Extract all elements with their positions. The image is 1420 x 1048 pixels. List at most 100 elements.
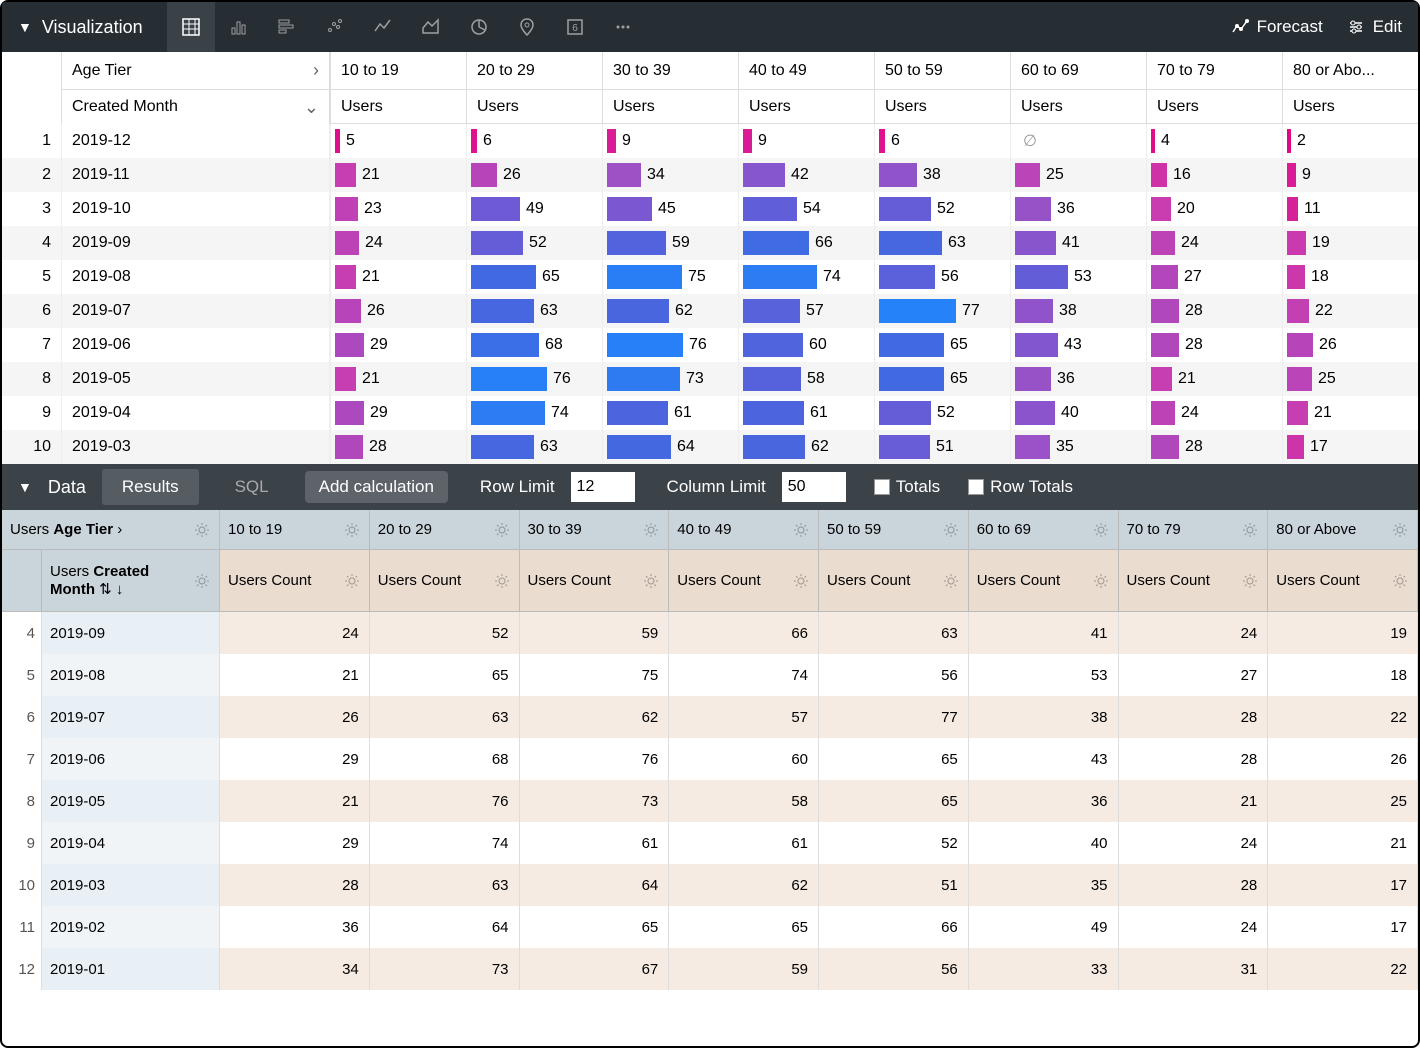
- viz-cell[interactable]: ∅: [1010, 124, 1146, 158]
- data-dimension-value[interactable]: 2019-05: [42, 780, 220, 822]
- data-cell[interactable]: 26: [1268, 738, 1418, 780]
- viz-cell[interactable]: 26: [330, 294, 466, 328]
- data-cell[interactable]: 38: [969, 696, 1119, 738]
- data-cell[interactable]: 22: [1268, 948, 1418, 990]
- viz-cell[interactable]: 77: [874, 294, 1010, 328]
- data-cell[interactable]: 29: [220, 738, 370, 780]
- viz-col-header[interactable]: 80 or Abo...: [1283, 52, 1418, 90]
- viz-cell[interactable]: 6: [466, 124, 602, 158]
- data-dimension-value[interactable]: 2019-02: [42, 906, 220, 948]
- data-dimension-value[interactable]: 2019-06: [42, 738, 220, 780]
- viz-cell[interactable]: 62: [602, 294, 738, 328]
- viz-cell[interactable]: 21: [1146, 362, 1282, 396]
- viz-cell[interactable]: 25: [1010, 158, 1146, 192]
- gear-icon[interactable]: [942, 572, 960, 590]
- gear-icon[interactable]: [343, 521, 361, 539]
- data-cell[interactable]: 43: [969, 738, 1119, 780]
- viz-type-column[interactable]: [215, 2, 263, 52]
- data-dimension-value[interactable]: 2019-08: [42, 654, 220, 696]
- viz-cell[interactable]: 62: [738, 430, 874, 464]
- viz-collapse-caret[interactable]: ▼: [18, 19, 32, 35]
- viz-type-pie[interactable]: [455, 2, 503, 52]
- data-dimension-header[interactable]: Users Created Month ⇅ ↓: [42, 550, 220, 611]
- data-measure-header[interactable]: Users Count: [669, 550, 819, 611]
- viz-col-header[interactable]: 50 to 59: [875, 52, 1010, 90]
- data-cell[interactable]: 41: [969, 612, 1119, 654]
- data-cell[interactable]: 24: [1119, 612, 1269, 654]
- data-cell[interactable]: 59: [669, 948, 819, 990]
- viz-cell[interactable]: 24: [1146, 396, 1282, 430]
- viz-cell[interactable]: 24: [330, 226, 466, 260]
- viz-cell[interactable]: 9: [602, 124, 738, 158]
- viz-cell[interactable]: 25: [1282, 362, 1418, 396]
- gear-icon[interactable]: [343, 572, 361, 590]
- data-cell[interactable]: 56: [819, 654, 969, 696]
- viz-measure-header[interactable]: Users: [1147, 90, 1282, 124]
- data-cell[interactable]: 63: [370, 864, 520, 906]
- data-measure-header[interactable]: Users Count: [819, 550, 969, 611]
- row-limit-input[interactable]: [571, 472, 635, 502]
- gear-icon[interactable]: [792, 572, 810, 590]
- data-cell[interactable]: 64: [520, 864, 670, 906]
- viz-measure-header[interactable]: Users: [1283, 90, 1418, 124]
- data-cell[interactable]: 36: [220, 906, 370, 948]
- data-cell[interactable]: 49: [969, 906, 1119, 948]
- viz-cell[interactable]: 58: [738, 362, 874, 396]
- viz-cell[interactable]: 9: [738, 124, 874, 158]
- data-cell[interactable]: 66: [819, 906, 969, 948]
- viz-cell[interactable]: 41: [1010, 226, 1146, 260]
- viz-type-scatter[interactable]: [311, 2, 359, 52]
- viz-cell[interactable]: 28: [1146, 294, 1282, 328]
- viz-measure-header[interactable]: Users: [331, 90, 466, 124]
- data-cell[interactable]: 68: [370, 738, 520, 780]
- data-dimension-value[interactable]: 2019-03: [42, 864, 220, 906]
- data-cell[interactable]: 65: [669, 906, 819, 948]
- viz-cell[interactable]: 43: [1010, 328, 1146, 362]
- gear-icon[interactable]: [1391, 521, 1409, 539]
- viz-cell[interactable]: 24: [1146, 226, 1282, 260]
- viz-col-header[interactable]: 40 to 49: [739, 52, 874, 90]
- data-cell[interactable]: 28: [1119, 696, 1269, 738]
- data-cell[interactable]: 22: [1268, 696, 1418, 738]
- data-cell[interactable]: 24: [1119, 822, 1269, 864]
- viz-col-header[interactable]: 70 to 79: [1147, 52, 1282, 90]
- gear-icon[interactable]: [792, 521, 810, 539]
- viz-cell[interactable]: 11: [1282, 192, 1418, 226]
- viz-cell[interactable]: 61: [738, 396, 874, 430]
- viz-cell[interactable]: 18: [1282, 260, 1418, 294]
- viz-cell[interactable]: 40: [1010, 396, 1146, 430]
- viz-cell[interactable]: 64: [602, 430, 738, 464]
- viz-type-more[interactable]: [599, 2, 647, 52]
- viz-cell[interactable]: 21: [330, 362, 466, 396]
- data-cell[interactable]: 40: [969, 822, 1119, 864]
- viz-cell[interactable]: 57: [738, 294, 874, 328]
- viz-cell[interactable]: 2: [1282, 124, 1418, 158]
- viz-dimension-value[interactable]: 2019-07: [62, 294, 330, 328]
- viz-cell[interactable]: 60: [738, 328, 874, 362]
- data-cell[interactable]: 73: [370, 948, 520, 990]
- viz-cell[interactable]: 76: [466, 362, 602, 396]
- edit-button[interactable]: Edit: [1347, 17, 1402, 37]
- data-dimension-value[interactable]: 2019-01: [42, 948, 220, 990]
- data-cell[interactable]: 21: [1268, 822, 1418, 864]
- viz-cell[interactable]: 49: [466, 192, 602, 226]
- viz-cell[interactable]: 54: [738, 192, 874, 226]
- viz-measure-header[interactable]: Users: [467, 90, 602, 124]
- data-cell[interactable]: 52: [819, 822, 969, 864]
- gear-icon[interactable]: [1241, 521, 1259, 539]
- viz-dimension-value[interactable]: 2019-06: [62, 328, 330, 362]
- forecast-button[interactable]: Forecast: [1231, 17, 1323, 37]
- viz-cell[interactable]: 17: [1282, 430, 1418, 464]
- data-cell[interactable]: 75: [520, 654, 670, 696]
- viz-cell[interactable]: 4: [1146, 124, 1282, 158]
- viz-cell[interactable]: 68: [466, 328, 602, 362]
- viz-measure-header[interactable]: Users: [739, 90, 874, 124]
- data-cell[interactable]: 51: [819, 864, 969, 906]
- viz-cell[interactable]: 26: [466, 158, 602, 192]
- data-cell[interactable]: 66: [669, 612, 819, 654]
- viz-cell[interactable]: 45: [602, 192, 738, 226]
- data-cell[interactable]: 17: [1268, 906, 1418, 948]
- data-cell[interactable]: 28: [220, 864, 370, 906]
- data-cell[interactable]: 62: [669, 864, 819, 906]
- viz-cell[interactable]: 21: [330, 260, 466, 294]
